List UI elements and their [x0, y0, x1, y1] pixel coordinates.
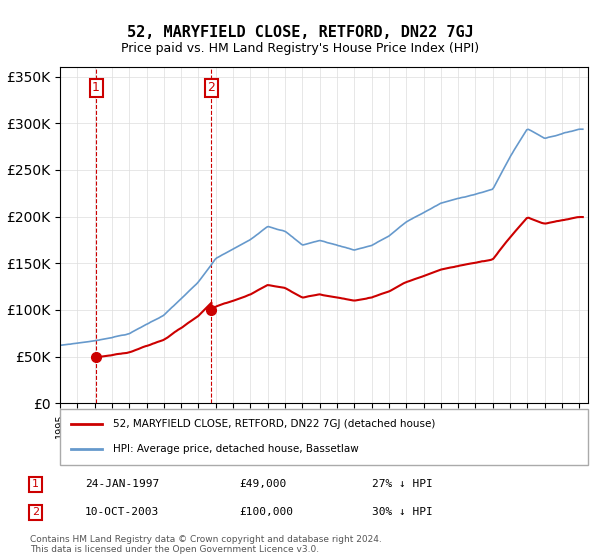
- Text: £100,000: £100,000: [240, 507, 294, 517]
- Text: Contains HM Land Registry data © Crown copyright and database right 2024.
This d: Contains HM Land Registry data © Crown c…: [30, 535, 382, 554]
- Text: 10-OCT-2003: 10-OCT-2003: [85, 507, 160, 517]
- Text: Price paid vs. HM Land Registry's House Price Index (HPI): Price paid vs. HM Land Registry's House …: [121, 42, 479, 55]
- Text: HPI: Average price, detached house, Bassetlaw: HPI: Average price, detached house, Bass…: [113, 444, 359, 454]
- Text: 1: 1: [92, 81, 100, 94]
- Text: 1: 1: [32, 479, 39, 489]
- Text: 24-JAN-1997: 24-JAN-1997: [85, 479, 160, 489]
- Text: 30% ↓ HPI: 30% ↓ HPI: [372, 507, 433, 517]
- Text: 52, MARYFIELD CLOSE, RETFORD, DN22 7GJ (detached house): 52, MARYFIELD CLOSE, RETFORD, DN22 7GJ (…: [113, 419, 435, 430]
- Text: 2: 2: [32, 507, 39, 517]
- FancyBboxPatch shape: [60, 409, 588, 465]
- Text: 27% ↓ HPI: 27% ↓ HPI: [372, 479, 433, 489]
- Text: 52, MARYFIELD CLOSE, RETFORD, DN22 7GJ: 52, MARYFIELD CLOSE, RETFORD, DN22 7GJ: [127, 25, 473, 40]
- Text: £49,000: £49,000: [240, 479, 287, 489]
- Text: 2: 2: [208, 81, 215, 94]
